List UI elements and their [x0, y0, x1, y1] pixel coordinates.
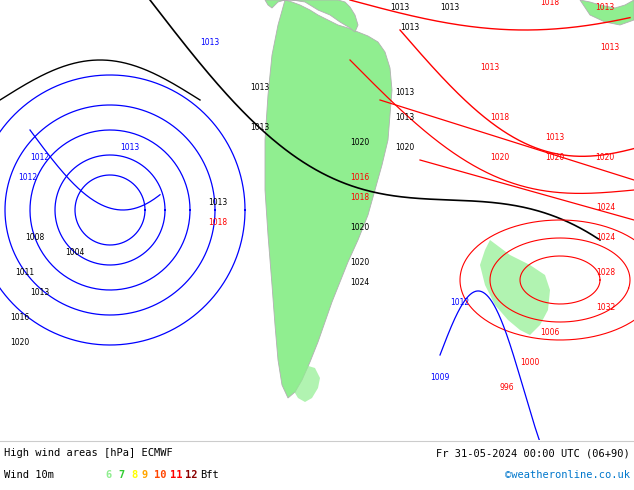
Text: 1013: 1013: [395, 88, 414, 97]
Text: 1013: 1013: [480, 63, 499, 72]
Text: ©weatheronline.co.uk: ©weatheronline.co.uk: [505, 470, 630, 480]
Text: 1013: 1013: [390, 3, 410, 12]
Text: 1018: 1018: [208, 218, 227, 227]
Text: 1024: 1024: [350, 278, 369, 287]
Text: Wind 10m: Wind 10m: [4, 470, 54, 480]
Polygon shape: [265, 0, 358, 32]
Text: 1028: 1028: [596, 268, 615, 277]
Text: 1012: 1012: [30, 153, 49, 162]
Text: 1013: 1013: [208, 198, 227, 207]
Text: 1013: 1013: [395, 113, 414, 122]
Text: 1013: 1013: [600, 43, 619, 52]
Text: 1008: 1008: [25, 233, 44, 242]
Text: 7: 7: [118, 470, 124, 480]
Text: 1010: 1010: [350, 0, 369, 2]
Text: 1013: 1013: [440, 3, 459, 12]
Text: 1013: 1013: [595, 3, 614, 12]
Text: 1013: 1013: [250, 123, 269, 132]
Text: 1013: 1013: [250, 83, 269, 92]
Text: 1004: 1004: [65, 248, 84, 257]
Text: 1024: 1024: [596, 203, 615, 212]
Text: 1018: 1018: [490, 113, 509, 122]
Text: 1009: 1009: [430, 373, 450, 382]
Polygon shape: [580, 0, 634, 25]
Text: 11: 11: [170, 470, 183, 480]
Text: 1006: 1006: [540, 328, 559, 337]
Text: 1016: 1016: [350, 173, 369, 182]
Text: 10: 10: [154, 470, 167, 480]
Text: 1012: 1012: [450, 298, 469, 307]
Text: 1013: 1013: [200, 38, 219, 47]
Text: 1020: 1020: [595, 153, 614, 162]
Text: 1018: 1018: [540, 0, 559, 7]
Text: 996: 996: [500, 383, 515, 392]
Text: 1020: 1020: [395, 143, 414, 152]
Text: High wind areas [hPa] ECMWF: High wind areas [hPa] ECMWF: [4, 448, 172, 458]
Text: 1012: 1012: [18, 173, 37, 182]
Polygon shape: [265, 0, 392, 398]
Text: 1020: 1020: [545, 153, 564, 162]
Text: 9: 9: [142, 470, 148, 480]
Text: 8: 8: [131, 470, 137, 480]
Text: 12: 12: [185, 470, 198, 480]
Text: 1000: 1000: [520, 358, 540, 367]
Text: 1013: 1013: [545, 133, 564, 142]
Text: Fr 31-05-2024 00:00 UTC (06+90): Fr 31-05-2024 00:00 UTC (06+90): [436, 448, 630, 458]
Text: Bft: Bft: [200, 470, 219, 480]
Text: 1013: 1013: [400, 23, 419, 32]
Text: 1013: 1013: [30, 288, 49, 297]
Text: 1011: 1011: [15, 268, 34, 277]
Text: 1013: 1013: [120, 143, 139, 152]
Text: 1020: 1020: [350, 258, 369, 267]
Text: 1020: 1020: [350, 223, 369, 232]
Text: 1024: 1024: [596, 233, 615, 242]
Text: 1020: 1020: [490, 153, 509, 162]
Polygon shape: [480, 240, 550, 335]
Text: 6: 6: [105, 470, 111, 480]
Text: 1032: 1032: [596, 303, 615, 312]
Text: 1018: 1018: [350, 193, 369, 202]
Text: 1020: 1020: [350, 138, 369, 147]
Text: 1016: 1016: [10, 313, 29, 322]
Text: 1020: 1020: [10, 338, 29, 347]
Polygon shape: [285, 360, 320, 402]
